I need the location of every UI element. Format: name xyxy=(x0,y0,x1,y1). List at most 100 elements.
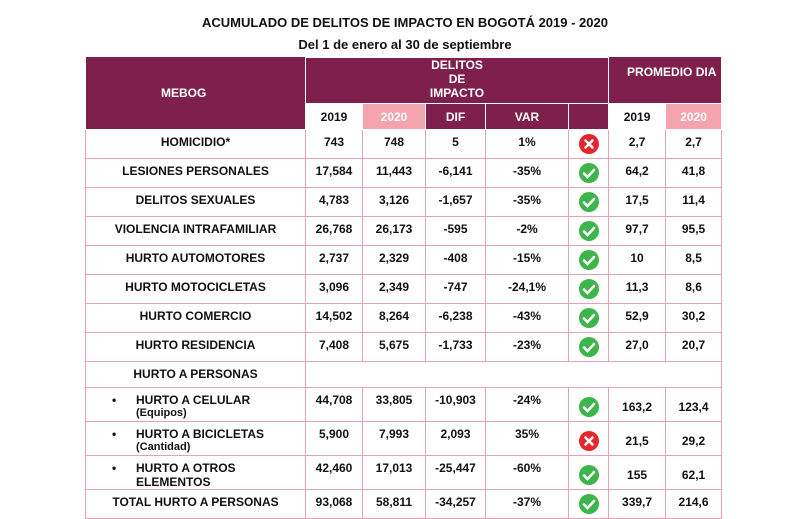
value-cell: 5,675 xyxy=(362,332,426,362)
value-cell: 3,096 xyxy=(305,274,363,304)
header-promedio-col: 2019 xyxy=(608,103,667,130)
row-label: HURTO A OTROS ELEMENTOS xyxy=(136,460,236,489)
row-label: HURTO AUTOMOTORES xyxy=(125,251,266,265)
promedio-cell: 64,2 xyxy=(608,158,667,188)
value-cell: -24,1% xyxy=(485,274,569,304)
check-icon xyxy=(578,337,599,357)
table-row: HURTO A CELULAR(Equipos)44,70833,805-10,… xyxy=(85,386,723,422)
value-cell: 42,460 xyxy=(305,454,363,490)
check-icon xyxy=(578,163,599,183)
value-cell: 5 xyxy=(425,129,486,159)
row-label: HURTO A CELULAR xyxy=(136,392,251,407)
promedio-cell: 11,3 xyxy=(608,274,667,304)
icon-cell xyxy=(567,187,610,217)
row-label: DELITOS SEXUALES xyxy=(135,193,256,207)
table-row: DELITOS SEXUALES 4,783 3,126 -1,657 -35% 17,5… xyxy=(85,187,723,217)
value-cell: 2,093 xyxy=(425,420,486,456)
value-cell: 17,013 xyxy=(362,454,426,490)
icon-cell xyxy=(567,129,610,159)
value-cell: 5,900 xyxy=(305,420,363,456)
table-row: HURTO A OTROS ELEMENTOS 42,46017,013-25,4… xyxy=(85,454,723,490)
icon-cell xyxy=(567,303,610,333)
header-group: MEBOG xyxy=(85,56,306,130)
row-label: HURTO A PERSONAS xyxy=(133,367,258,381)
value-cell: -408 xyxy=(425,245,486,275)
row-label-cell: HOMICIDIO* xyxy=(85,129,306,159)
icon-cell xyxy=(567,488,610,519)
check-icon xyxy=(578,250,599,270)
row-label: VIOLENCIA INTRAFAMILIAR xyxy=(114,222,277,236)
value-cell: -25,447 xyxy=(425,454,486,490)
value-cell: 748 xyxy=(362,129,426,159)
row-label: LESIONES PERSONALES xyxy=(122,164,269,178)
check-icon xyxy=(578,464,599,485)
promedio-cell: 339,7 xyxy=(608,488,667,519)
table-row: TOTAL HURTO A PERSONAS 93,068 58,811 -34,25… xyxy=(85,488,723,519)
promedio-cell: 11,4 xyxy=(665,187,723,217)
promedio-cell: 8,6 xyxy=(665,274,723,304)
promedio-cell: 62,1 xyxy=(665,454,723,490)
table-row: HURTO RESIDENCIA 7,408 5,675 -1,733 -23% 27,0… xyxy=(85,332,723,362)
promedio-cell: 2,7 xyxy=(665,129,723,159)
title: ACUMULADO DE DELITOS DE IMPACTO EN BOGOT… xyxy=(202,15,608,30)
check-icon xyxy=(578,279,599,299)
value-cell: -23% xyxy=(485,332,569,362)
value-cell: -43% xyxy=(485,303,569,333)
value-cell: 11,443 xyxy=(362,158,426,188)
value-cell: -15% xyxy=(485,245,569,275)
promedio-cell: 123,4 xyxy=(665,386,723,422)
value-cell: -595 xyxy=(425,216,486,246)
check-icon xyxy=(578,192,599,212)
value-cell: 1% xyxy=(485,129,569,159)
icon-cell xyxy=(567,245,610,275)
table-row: LESIONES PERSONALES 17,584 11,443 -6,141 -35… xyxy=(85,158,723,188)
promedio-cell: 20,7 xyxy=(665,332,723,362)
value-cell: 7,993 xyxy=(362,420,426,456)
promedio-cell: 21,5 xyxy=(608,420,667,456)
value-cell: -1,657 xyxy=(425,187,486,217)
table-row: HURTO A PERSONAS xyxy=(85,361,723,388)
value-cell: 26,768 xyxy=(305,216,363,246)
value-cell: 14,502 xyxy=(305,303,363,333)
value-cell: -10,903 xyxy=(425,386,486,422)
value-cell: 35% xyxy=(485,420,569,456)
header-col: VAR xyxy=(485,103,569,130)
cross-icon xyxy=(578,134,599,154)
promedio-cell: 29,2 xyxy=(665,420,723,456)
promedio-cell: 8,5 xyxy=(665,245,723,275)
row-label: TOTAL HURTO A PERSONAS xyxy=(112,494,279,509)
row-label-cell: HURTO A CELULAR(Equipos) xyxy=(85,386,306,422)
promedio-cell: 97,7 xyxy=(608,216,667,246)
table-row: VIOLENCIA INTRAFAMILIAR 26,768 26,173 -595-… xyxy=(85,216,723,246)
check-icon xyxy=(578,308,599,328)
crime-table: MEBOG DELITOS DE IMPACTO PROMEDIO DIA 20… xyxy=(85,55,723,519)
value-cell: -35% xyxy=(485,187,569,217)
promedio-cell: 52,9 xyxy=(608,303,667,333)
value-cell: -60% xyxy=(485,454,569,490)
header-col: 2020 xyxy=(362,103,426,130)
icon-cell xyxy=(567,274,610,304)
promedio-cell: 2,7 xyxy=(608,129,667,159)
promedio-cell: 41,8 xyxy=(665,158,723,188)
header-delitos: DELITOS DE IMPACTO xyxy=(304,55,610,104)
header-col: DIF xyxy=(425,103,486,130)
row-label-cell: HURTO AUTOMOTORES xyxy=(85,245,306,275)
table-row: HURTO MOTOCICLETAS 3,096 2,349 -747 -24,1% 11… xyxy=(85,274,723,304)
row-label-cell: LESIONES PERSONALES xyxy=(85,158,306,188)
promedio-cell: 10 xyxy=(608,245,667,275)
row-label: HURTO COMERCIO xyxy=(139,309,252,323)
page: ACUMULADO DE DELITOS DE IMPACTO EN BOGOT… xyxy=(0,0,787,507)
table-row: HURTO AUTOMOTORES 2,737 2,329 -408 -15% 10 8,5 xyxy=(85,245,723,275)
value-cell: -34,257 xyxy=(425,488,486,519)
header-col: 2019 xyxy=(305,103,363,130)
row-label-cell: HURTO A BICICLETAS(Cantidad) xyxy=(85,420,306,456)
icon-cell xyxy=(567,420,610,456)
row-label-cell: HURTO COMERCIO xyxy=(85,303,306,333)
row-label-cell: HURTO A OTROS ELEMENTOS xyxy=(85,454,306,490)
value-cell: -6,238 xyxy=(425,303,486,333)
value-cell: 7,408 xyxy=(305,332,363,362)
icon-cell xyxy=(567,216,610,246)
value-cell: 33,805 xyxy=(362,386,426,422)
icon-cell xyxy=(567,332,610,362)
icon-cell xyxy=(567,386,610,422)
